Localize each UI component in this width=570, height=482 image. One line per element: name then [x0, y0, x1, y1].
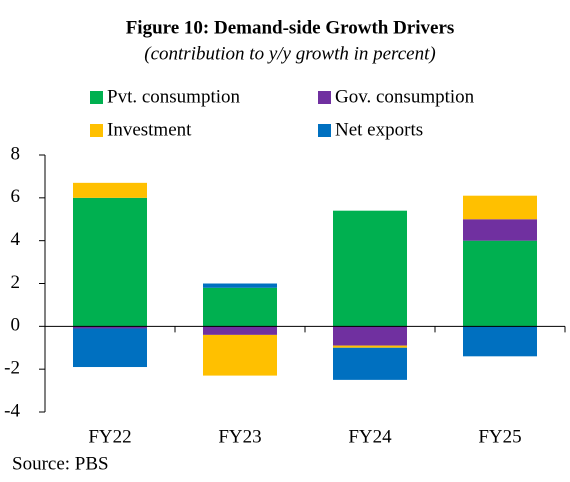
x-tick-label: FY25	[478, 426, 521, 447]
y-tick-label: 6	[11, 186, 21, 207]
legend-label: Gov. consumption	[335, 86, 475, 107]
legend-swatch	[318, 124, 331, 137]
bar-segment	[333, 345, 407, 348]
bar-segment	[203, 326, 277, 335]
chart-subtitle: (contribution to y/y growth in percent)	[144, 43, 435, 64]
bar-segment	[203, 287, 277, 327]
legend-label: Pvt. consumption	[107, 86, 241, 107]
bar-segment	[463, 219, 537, 241]
bar-segment	[203, 283, 277, 288]
y-tick-label: 8	[11, 143, 21, 164]
bar-segment	[73, 197, 147, 327]
legend-label: Investment	[107, 119, 192, 140]
bar-segment	[73, 182, 147, 198]
y-tick-label: 0	[11, 315, 21, 336]
bar-segment	[333, 347, 407, 380]
y-tick-label: 2	[11, 272, 21, 293]
bar-segment	[463, 195, 537, 220]
bar-segment	[333, 326, 407, 346]
y-tick-label: -2	[4, 358, 20, 379]
x-tick-label: FY24	[348, 426, 392, 447]
legend-swatch	[90, 124, 103, 137]
legend-swatch	[90, 91, 103, 104]
source: Source: PBS	[12, 453, 109, 474]
legend-label: Net exports	[335, 119, 423, 140]
x-tick-label: FY22	[88, 426, 131, 447]
y-tick-label: 4	[11, 229, 21, 250]
bar-segment	[73, 328, 147, 368]
chart-title: Figure 10: Demand-side Growth Drivers	[126, 17, 455, 38]
bar-segment	[463, 240, 537, 327]
bar-segment	[203, 334, 277, 376]
y-tick-label: -4	[4, 400, 20, 421]
x-tick-label: FY23	[218, 426, 261, 447]
bar-segment	[73, 326, 147, 329]
bar-segment	[463, 326, 537, 357]
legend-swatch	[318, 91, 331, 104]
bar-segment	[333, 210, 407, 327]
